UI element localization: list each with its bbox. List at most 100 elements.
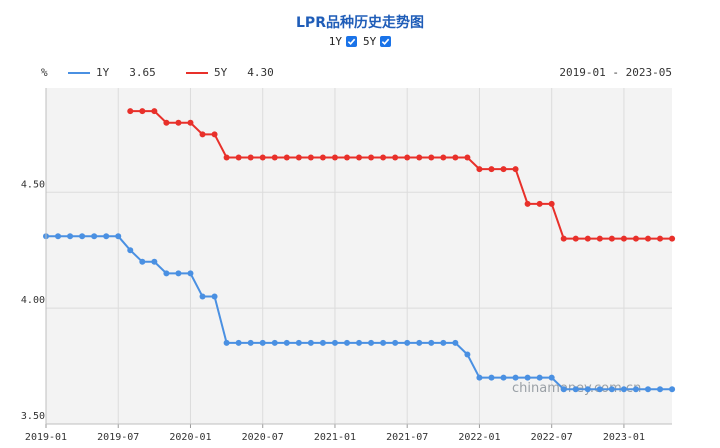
- data-point-5y[interactable]: [452, 154, 459, 161]
- data-point-1y[interactable]: [488, 374, 495, 381]
- data-point-5y[interactable]: [440, 154, 447, 161]
- data-point-5y[interactable]: [536, 200, 543, 207]
- data-point-1y[interactable]: [584, 386, 591, 393]
- data-point-5y[interactable]: [548, 200, 555, 207]
- data-point-5y[interactable]: [632, 235, 639, 242]
- data-point-1y[interactable]: [632, 386, 639, 393]
- data-point-1y[interactable]: [416, 339, 423, 346]
- data-point-1y[interactable]: [67, 233, 74, 240]
- data-point-5y[interactable]: [608, 235, 615, 242]
- data-point-5y[interactable]: [368, 154, 375, 161]
- data-point-5y[interactable]: [331, 154, 338, 161]
- data-point-1y[interactable]: [91, 233, 98, 240]
- data-point-1y[interactable]: [524, 374, 531, 381]
- data-point-1y[interactable]: [608, 386, 615, 393]
- data-point-1y[interactable]: [55, 233, 62, 240]
- data-point-5y[interactable]: [404, 154, 411, 161]
- data-point-1y[interactable]: [645, 386, 651, 393]
- data-point-1y[interactable]: [187, 270, 194, 277]
- data-point-1y[interactable]: [295, 339, 302, 346]
- data-point-1y[interactable]: [247, 339, 254, 346]
- data-point-1y[interactable]: [404, 339, 411, 346]
- data-point-5y[interactable]: [512, 166, 519, 173]
- data-point-5y[interactable]: [560, 235, 567, 242]
- data-point-5y[interactable]: [572, 235, 579, 242]
- data-point-5y[interactable]: [319, 154, 326, 161]
- data-point-1y[interactable]: [452, 339, 459, 346]
- data-point-5y[interactable]: [211, 131, 218, 138]
- checkbox-checked-icon[interactable]: [380, 36, 392, 47]
- data-point-1y[interactable]: [283, 339, 290, 346]
- data-point-1y[interactable]: [428, 339, 435, 346]
- data-point-5y[interactable]: [247, 154, 254, 161]
- data-point-5y[interactable]: [175, 119, 182, 126]
- data-point-1y[interactable]: [163, 270, 170, 277]
- data-point-1y[interactable]: [127, 247, 134, 254]
- data-point-1y[interactable]: [476, 374, 483, 381]
- data-point-5y[interactable]: [295, 154, 302, 161]
- data-point-5y[interactable]: [584, 235, 591, 242]
- data-point-5y[interactable]: [127, 108, 134, 115]
- data-point-1y[interactable]: [139, 258, 146, 265]
- data-point-1y[interactable]: [548, 374, 555, 381]
- data-point-5y[interactable]: [307, 154, 314, 161]
- data-point-5y[interactable]: [620, 235, 627, 242]
- data-point-5y[interactable]: [416, 154, 423, 161]
- data-point-5y[interactable]: [380, 154, 387, 161]
- data-point-1y[interactable]: [392, 339, 399, 346]
- data-point-5y[interactable]: [500, 166, 507, 173]
- data-point-5y[interactable]: [428, 154, 435, 161]
- data-point-1y[interactable]: [235, 339, 242, 346]
- data-point-5y[interactable]: [669, 235, 676, 242]
- data-point-5y[interactable]: [259, 154, 266, 161]
- toggle-1y[interactable]: 1Y: [329, 35, 357, 48]
- data-point-1y[interactable]: [115, 233, 122, 240]
- data-point-1y[interactable]: [271, 339, 278, 346]
- data-point-1y[interactable]: [319, 339, 326, 346]
- data-point-5y[interactable]: [596, 235, 603, 242]
- data-point-5y[interactable]: [139, 108, 146, 115]
- checkbox-checked-icon[interactable]: [346, 36, 357, 47]
- data-point-1y[interactable]: [657, 386, 664, 393]
- data-point-1y[interactable]: [669, 386, 676, 393]
- toggle-5y[interactable]: 5Y: [363, 35, 392, 48]
- data-point-1y[interactable]: [331, 339, 338, 346]
- data-point-1y[interactable]: [572, 386, 579, 393]
- data-point-1y[interactable]: [79, 233, 86, 240]
- data-point-1y[interactable]: [211, 293, 218, 300]
- data-point-5y[interactable]: [199, 131, 206, 138]
- data-point-1y[interactable]: [103, 233, 110, 240]
- data-point-1y[interactable]: [380, 339, 387, 346]
- data-point-1y[interactable]: [536, 374, 543, 381]
- data-point-5y[interactable]: [163, 119, 170, 126]
- data-point-1y[interactable]: [151, 258, 158, 265]
- data-point-5y[interactable]: [151, 108, 158, 115]
- data-point-1y[interactable]: [512, 374, 519, 381]
- data-point-1y[interactable]: [356, 339, 363, 346]
- data-point-1y[interactable]: [199, 293, 206, 300]
- data-point-1y[interactable]: [368, 339, 375, 346]
- data-point-5y[interactable]: [645, 235, 651, 242]
- data-point-5y[interactable]: [464, 154, 471, 161]
- data-point-5y[interactable]: [235, 154, 242, 161]
- data-point-1y[interactable]: [223, 339, 230, 346]
- data-point-5y[interactable]: [344, 154, 350, 161]
- data-point-5y[interactable]: [271, 154, 278, 161]
- data-point-5y[interactable]: [657, 235, 664, 242]
- data-point-1y[interactable]: [307, 339, 314, 346]
- data-point-1y[interactable]: [500, 374, 507, 381]
- data-point-1y[interactable]: [344, 339, 350, 346]
- data-point-5y[interactable]: [476, 166, 483, 173]
- data-point-5y[interactable]: [356, 154, 363, 161]
- data-point-5y[interactable]: [223, 154, 230, 161]
- data-point-5y[interactable]: [524, 200, 531, 207]
- data-point-5y[interactable]: [187, 119, 194, 126]
- data-point-1y[interactable]: [440, 339, 447, 346]
- data-point-1y[interactable]: [596, 386, 603, 393]
- data-point-1y[interactable]: [175, 270, 182, 277]
- data-point-1y[interactable]: [620, 386, 627, 393]
- data-point-5y[interactable]: [392, 154, 399, 161]
- legend-item-5y[interactable]: 5Y 4.30: [186, 66, 274, 79]
- legend-item-1y[interactable]: 1Y 3.65: [68, 66, 156, 79]
- data-point-1y[interactable]: [259, 339, 266, 346]
